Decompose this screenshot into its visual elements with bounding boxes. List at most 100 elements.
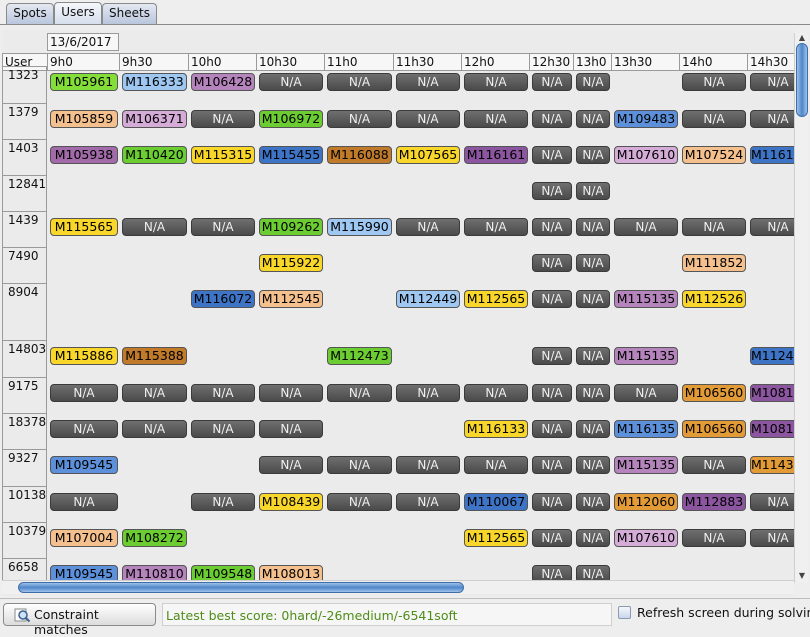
- scroll-up-icon[interactable]: ▲: [798, 33, 806, 42]
- refresh-screen-toggle[interactable]: Refresh screen during solving: [618, 605, 810, 625]
- vertical-scrollbar[interactable]: ▲ ▼: [794, 33, 808, 583]
- horizontal-scrollbar[interactable]: [2, 580, 794, 594]
- unavailable-slot[interactable]: N/A: [259, 73, 323, 91]
- shift-assignment[interactable]: M112565: [464, 529, 528, 547]
- shift-assignment[interactable]: M105859: [50, 110, 118, 128]
- unavailable-slot[interactable]: N/A: [576, 347, 610, 365]
- shift-assignment[interactable]: M112545: [259, 290, 323, 308]
- unavailable-slot[interactable]: N/A: [750, 110, 794, 128]
- unavailable-slot[interactable]: N/A: [464, 384, 528, 402]
- shift-assignment[interactable]: M112060: [614, 493, 678, 511]
- unavailable-slot[interactable]: N/A: [576, 254, 610, 272]
- unavailable-slot[interactable]: N/A: [532, 73, 572, 91]
- shift-assignment[interactable]: M116333: [122, 73, 187, 91]
- unavailable-slot[interactable]: N/A: [576, 493, 610, 511]
- shift-assignment[interactable]: M110067: [464, 493, 528, 511]
- shift-assignment[interactable]: M107610: [614, 529, 678, 547]
- unavailable-slot[interactable]: N/A: [122, 420, 187, 438]
- unavailable-slot[interactable]: N/A: [532, 347, 572, 365]
- shift-assignment[interactable]: M105961: [50, 73, 118, 91]
- shift-assignment[interactable]: M115922: [259, 254, 323, 272]
- unavailable-slot[interactable]: N/A: [327, 384, 392, 402]
- unavailable-slot[interactable]: N/A: [576, 182, 610, 200]
- shift-assignment[interactable]: M112473: [327, 347, 392, 365]
- shift-assignment[interactable]: M115455: [259, 146, 323, 164]
- unavailable-slot[interactable]: N/A: [122, 218, 187, 236]
- shift-assignment[interactable]: M109262: [259, 218, 323, 236]
- unavailable-slot[interactable]: N/A: [532, 456, 572, 474]
- shift-assignment[interactable]: M115565: [50, 218, 118, 236]
- shift-assignment[interactable]: M115135: [614, 347, 678, 365]
- unavailable-slot[interactable]: N/A: [750, 493, 794, 511]
- shift-assignment[interactable]: M107565: [396, 146, 460, 164]
- shift-assignment[interactable]: M109545: [50, 456, 118, 474]
- tab-users[interactable]: Users: [54, 2, 102, 25]
- unavailable-slot[interactable]: N/A: [532, 420, 572, 438]
- unavailable-slot[interactable]: N/A: [532, 146, 572, 164]
- unavailable-slot[interactable]: N/A: [50, 493, 118, 511]
- shift-assignment[interactable]: M116133: [464, 420, 528, 438]
- unavailable-slot[interactable]: N/A: [464, 73, 528, 91]
- unavailable-slot[interactable]: N/A: [396, 456, 460, 474]
- horizontal-scroll-thumb[interactable]: [18, 582, 464, 593]
- unavailable-slot[interactable]: N/A: [682, 529, 746, 547]
- unavailable-slot[interactable]: N/A: [750, 218, 794, 236]
- shift-assignment[interactable]: M107610: [614, 146, 678, 164]
- shift-assignment[interactable]: M107004: [50, 529, 118, 547]
- shift-assignment[interactable]: M110420: [122, 146, 187, 164]
- unavailable-slot[interactable]: N/A: [191, 420, 255, 438]
- unavailable-slot[interactable]: N/A: [576, 456, 610, 474]
- unavailable-slot[interactable]: N/A: [464, 218, 528, 236]
- shift-assignment[interactable]: M115135: [614, 290, 678, 308]
- scroll-down-icon[interactable]: ▼: [798, 571, 806, 580]
- unavailable-slot[interactable]: N/A: [396, 218, 460, 236]
- unavailable-slot[interactable]: N/A: [576, 73, 610, 91]
- unavailable-slot[interactable]: N/A: [532, 110, 572, 128]
- unavailable-slot[interactable]: N/A: [327, 110, 392, 128]
- shift-assignment[interactable]: M115315: [191, 146, 255, 164]
- vertical-scroll-thumb[interactable]: [796, 43, 808, 117]
- unavailable-slot[interactable]: N/A: [576, 290, 610, 308]
- unavailable-slot[interactable]: N/A: [532, 254, 572, 272]
- unavailable-slot[interactable]: N/A: [259, 456, 323, 474]
- unavailable-slot[interactable]: N/A: [191, 493, 255, 511]
- unavailable-slot[interactable]: N/A: [191, 384, 255, 402]
- unavailable-slot[interactable]: N/A: [682, 456, 746, 474]
- shift-assignment[interactable]: M115886: [50, 347, 118, 365]
- shift-assignment[interactable]: M112565: [464, 290, 528, 308]
- unavailable-slot[interactable]: N/A: [576, 110, 610, 128]
- unavailable-slot[interactable]: N/A: [327, 73, 392, 91]
- unavailable-slot[interactable]: N/A: [576, 565, 610, 583]
- unavailable-slot[interactable]: N/A: [576, 420, 610, 438]
- unavailable-slot[interactable]: N/A: [259, 420, 323, 438]
- shift-assignment[interactable]: M116161: [750, 146, 794, 164]
- constraint-matches-button[interactable]: Constraint matches: [3, 603, 156, 637]
- unavailable-slot[interactable]: N/A: [191, 218, 255, 236]
- shift-assignment[interactable]: M112449: [396, 290, 460, 308]
- unavailable-slot[interactable]: N/A: [576, 384, 610, 402]
- shift-assignment[interactable]: M106972: [259, 110, 323, 128]
- unavailable-slot[interactable]: N/A: [396, 110, 460, 128]
- unavailable-slot[interactable]: N/A: [532, 182, 572, 200]
- unavailable-slot[interactable]: N/A: [614, 218, 678, 236]
- unavailable-slot[interactable]: N/A: [532, 493, 572, 511]
- unavailable-slot[interactable]: N/A: [50, 420, 118, 438]
- unavailable-slot[interactable]: N/A: [614, 384, 678, 402]
- shift-assignment[interactable]: M111852: [682, 254, 746, 272]
- refresh-checkbox[interactable]: [618, 606, 631, 619]
- shift-assignment[interactable]: M115388: [122, 347, 187, 365]
- shift-assignment[interactable]: M106560: [682, 384, 746, 402]
- unavailable-slot[interactable]: N/A: [396, 73, 460, 91]
- shift-assignment[interactable]: M106371: [122, 110, 187, 128]
- shift-assignment[interactable]: M108172: [750, 420, 794, 438]
- unavailable-slot[interactable]: N/A: [50, 384, 118, 402]
- unavailable-slot[interactable]: N/A: [532, 218, 572, 236]
- unavailable-slot[interactable]: N/A: [576, 146, 610, 164]
- shift-assignment[interactable]: M109483: [614, 110, 678, 128]
- tab-spots[interactable]: Spots: [6, 3, 54, 24]
- unavailable-slot[interactable]: N/A: [750, 529, 794, 547]
- unavailable-slot[interactable]: N/A: [532, 529, 572, 547]
- unavailable-slot[interactable]: N/A: [396, 493, 460, 511]
- shift-assignment[interactable]: M114361: [750, 456, 794, 474]
- shift-assignment[interactable]: M112883: [682, 493, 746, 511]
